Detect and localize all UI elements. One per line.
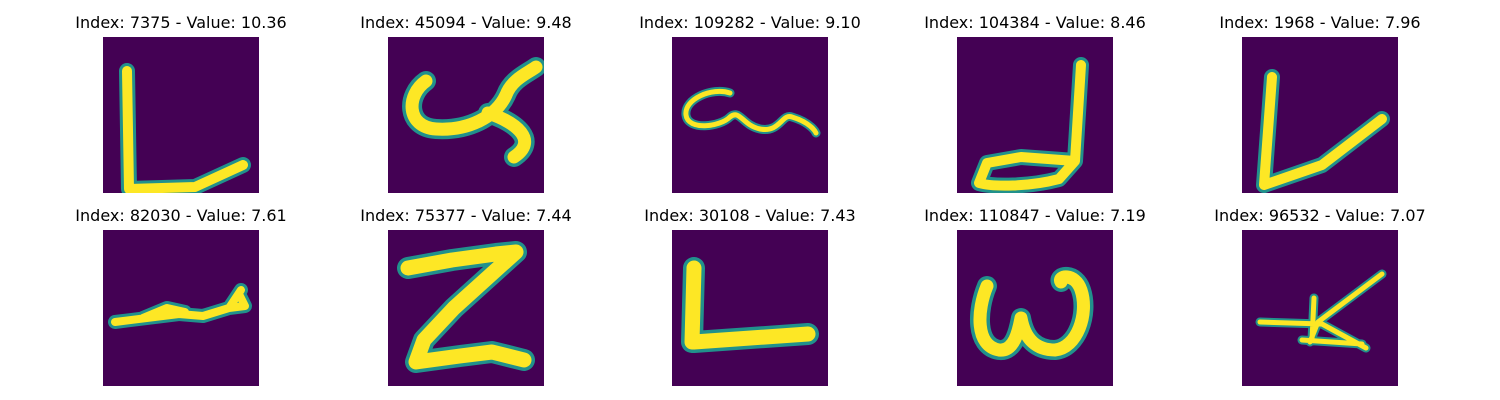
digit-image-k <box>1242 230 1398 386</box>
digit-image-l <box>672 230 828 386</box>
panel-title: Index: 75377 - Value: 7.44 <box>360 206 572 225</box>
panel-image <box>672 37 828 193</box>
digit-image-y <box>388 37 544 193</box>
panel-image <box>103 230 259 386</box>
panel-image <box>1242 37 1398 193</box>
panel-image <box>388 230 544 386</box>
panel-image <box>388 37 544 193</box>
digit-image-z <box>388 230 544 386</box>
panel-title: Index: 82030 - Value: 7.61 <box>75 206 287 225</box>
panel-title: Index: 110847 - Value: 7.19 <box>924 206 1146 225</box>
panel-title: Index: 30108 - Value: 7.43 <box>644 206 856 225</box>
digit-image-l <box>1242 37 1398 193</box>
panel-image <box>957 230 1113 386</box>
panel-image <box>672 230 828 386</box>
digit-image-j <box>957 37 1113 193</box>
digit-image-loop-stroke <box>672 37 828 193</box>
digit-image-scribble <box>103 230 259 386</box>
panel-title: Index: 1968 - Value: 7.96 <box>1219 13 1421 32</box>
panel-title: Index: 96532 - Value: 7.07 <box>1214 206 1426 225</box>
panel-image <box>957 37 1113 193</box>
digit-image-w <box>957 230 1113 386</box>
panel-title: Index: 45094 - Value: 9.48 <box>360 13 572 32</box>
panel-title: Index: 109282 - Value: 9.10 <box>639 13 861 32</box>
panel-title: Index: 7375 - Value: 10.36 <box>75 13 287 32</box>
digit-image-l <box>103 37 259 193</box>
panel-title: Index: 104384 - Value: 8.46 <box>924 13 1146 32</box>
panel-image <box>1242 230 1398 386</box>
panel-image <box>103 37 259 193</box>
